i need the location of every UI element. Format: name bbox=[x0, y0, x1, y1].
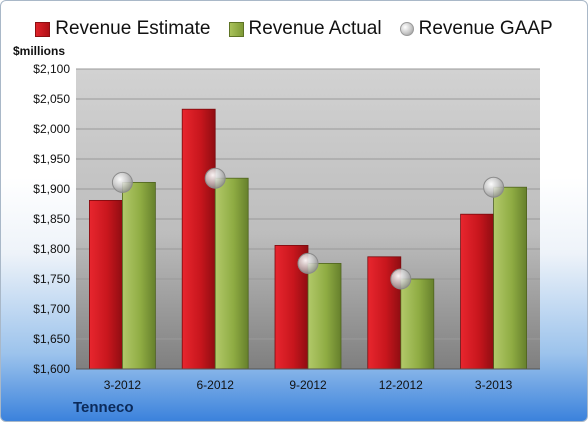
bar-revenue-actual bbox=[493, 186, 528, 370]
bar-revenue-actual bbox=[214, 177, 249, 370]
legend-swatch-revenue-gaap bbox=[399, 22, 414, 36]
legend-item-revenue-estimate: Revenue Estimate bbox=[35, 18, 211, 40]
y-tick-label: $1,750 bbox=[33, 272, 70, 286]
company-name: Tenneco bbox=[73, 399, 134, 416]
y-axis-unit-label: $millions bbox=[13, 44, 66, 58]
y-tick-label: $2,100 bbox=[33, 62, 70, 76]
marker-revenue-gaap bbox=[390, 268, 412, 290]
bar-revenue-estimate bbox=[89, 199, 123, 370]
y-tick-label: $1,800 bbox=[33, 242, 70, 256]
x-tick-label: 9-2012 bbox=[289, 378, 327, 392]
y-tick-label: $1,850 bbox=[33, 212, 70, 226]
x-tick-label: 3-2012 bbox=[104, 378, 142, 392]
y-tick-label: $1,650 bbox=[33, 332, 70, 346]
x-tick-label: 6-2012 bbox=[197, 378, 235, 392]
legend-label-revenue-estimate: Revenue Estimate bbox=[55, 18, 211, 39]
legend-label-revenue-actual: Revenue Actual bbox=[248, 18, 382, 39]
legend-label-revenue-gaap: Revenue GAAP bbox=[418, 18, 553, 39]
legend-item-revenue-gaap: Revenue GAAP bbox=[399, 18, 553, 40]
legend-swatch-revenue-actual bbox=[228, 21, 244, 37]
legend-item-revenue-actual: Revenue Actual bbox=[228, 18, 382, 40]
y-axis-ticks: $1,600 $1,650 $1,700 $1,750 $1,800 $1,850 $1,9… bbox=[33, 62, 70, 376]
marker-revenue-gaap bbox=[297, 252, 319, 274]
bars bbox=[89, 108, 528, 370]
y-tick-label: $1,700 bbox=[33, 302, 70, 316]
gaap-markers bbox=[111, 167, 505, 290]
x-tick-label: 12-2012 bbox=[379, 378, 423, 392]
bar-revenue-estimate bbox=[460, 213, 495, 370]
marker-revenue-gaap bbox=[483, 176, 505, 198]
marker-revenue-gaap bbox=[204, 167, 226, 189]
bar-revenue-actual bbox=[122, 181, 156, 370]
y-tick-label: $1,900 bbox=[33, 182, 70, 196]
x-axis-ticks: 3-2012 6-2012 9-2012 12-2012 3-2013 bbox=[104, 378, 513, 392]
bar-revenue-actual bbox=[307, 262, 342, 370]
y-tick-label: $2,000 bbox=[33, 122, 70, 136]
x-tick-label: 3-2013 bbox=[475, 378, 513, 392]
bar-revenue-actual bbox=[400, 278, 435, 370]
chart-legend: Revenue Estimate Revenue Actual Revenue … bbox=[1, 17, 587, 41]
bar-revenue-estimate bbox=[181, 108, 216, 370]
marker-revenue-gaap bbox=[111, 171, 133, 193]
legend-swatch-revenue-estimate bbox=[35, 21, 51, 37]
y-tick-label: $1,600 bbox=[33, 362, 70, 376]
y-tick-label: $1,950 bbox=[33, 152, 70, 166]
y-tick-label: $2,050 bbox=[33, 92, 70, 106]
